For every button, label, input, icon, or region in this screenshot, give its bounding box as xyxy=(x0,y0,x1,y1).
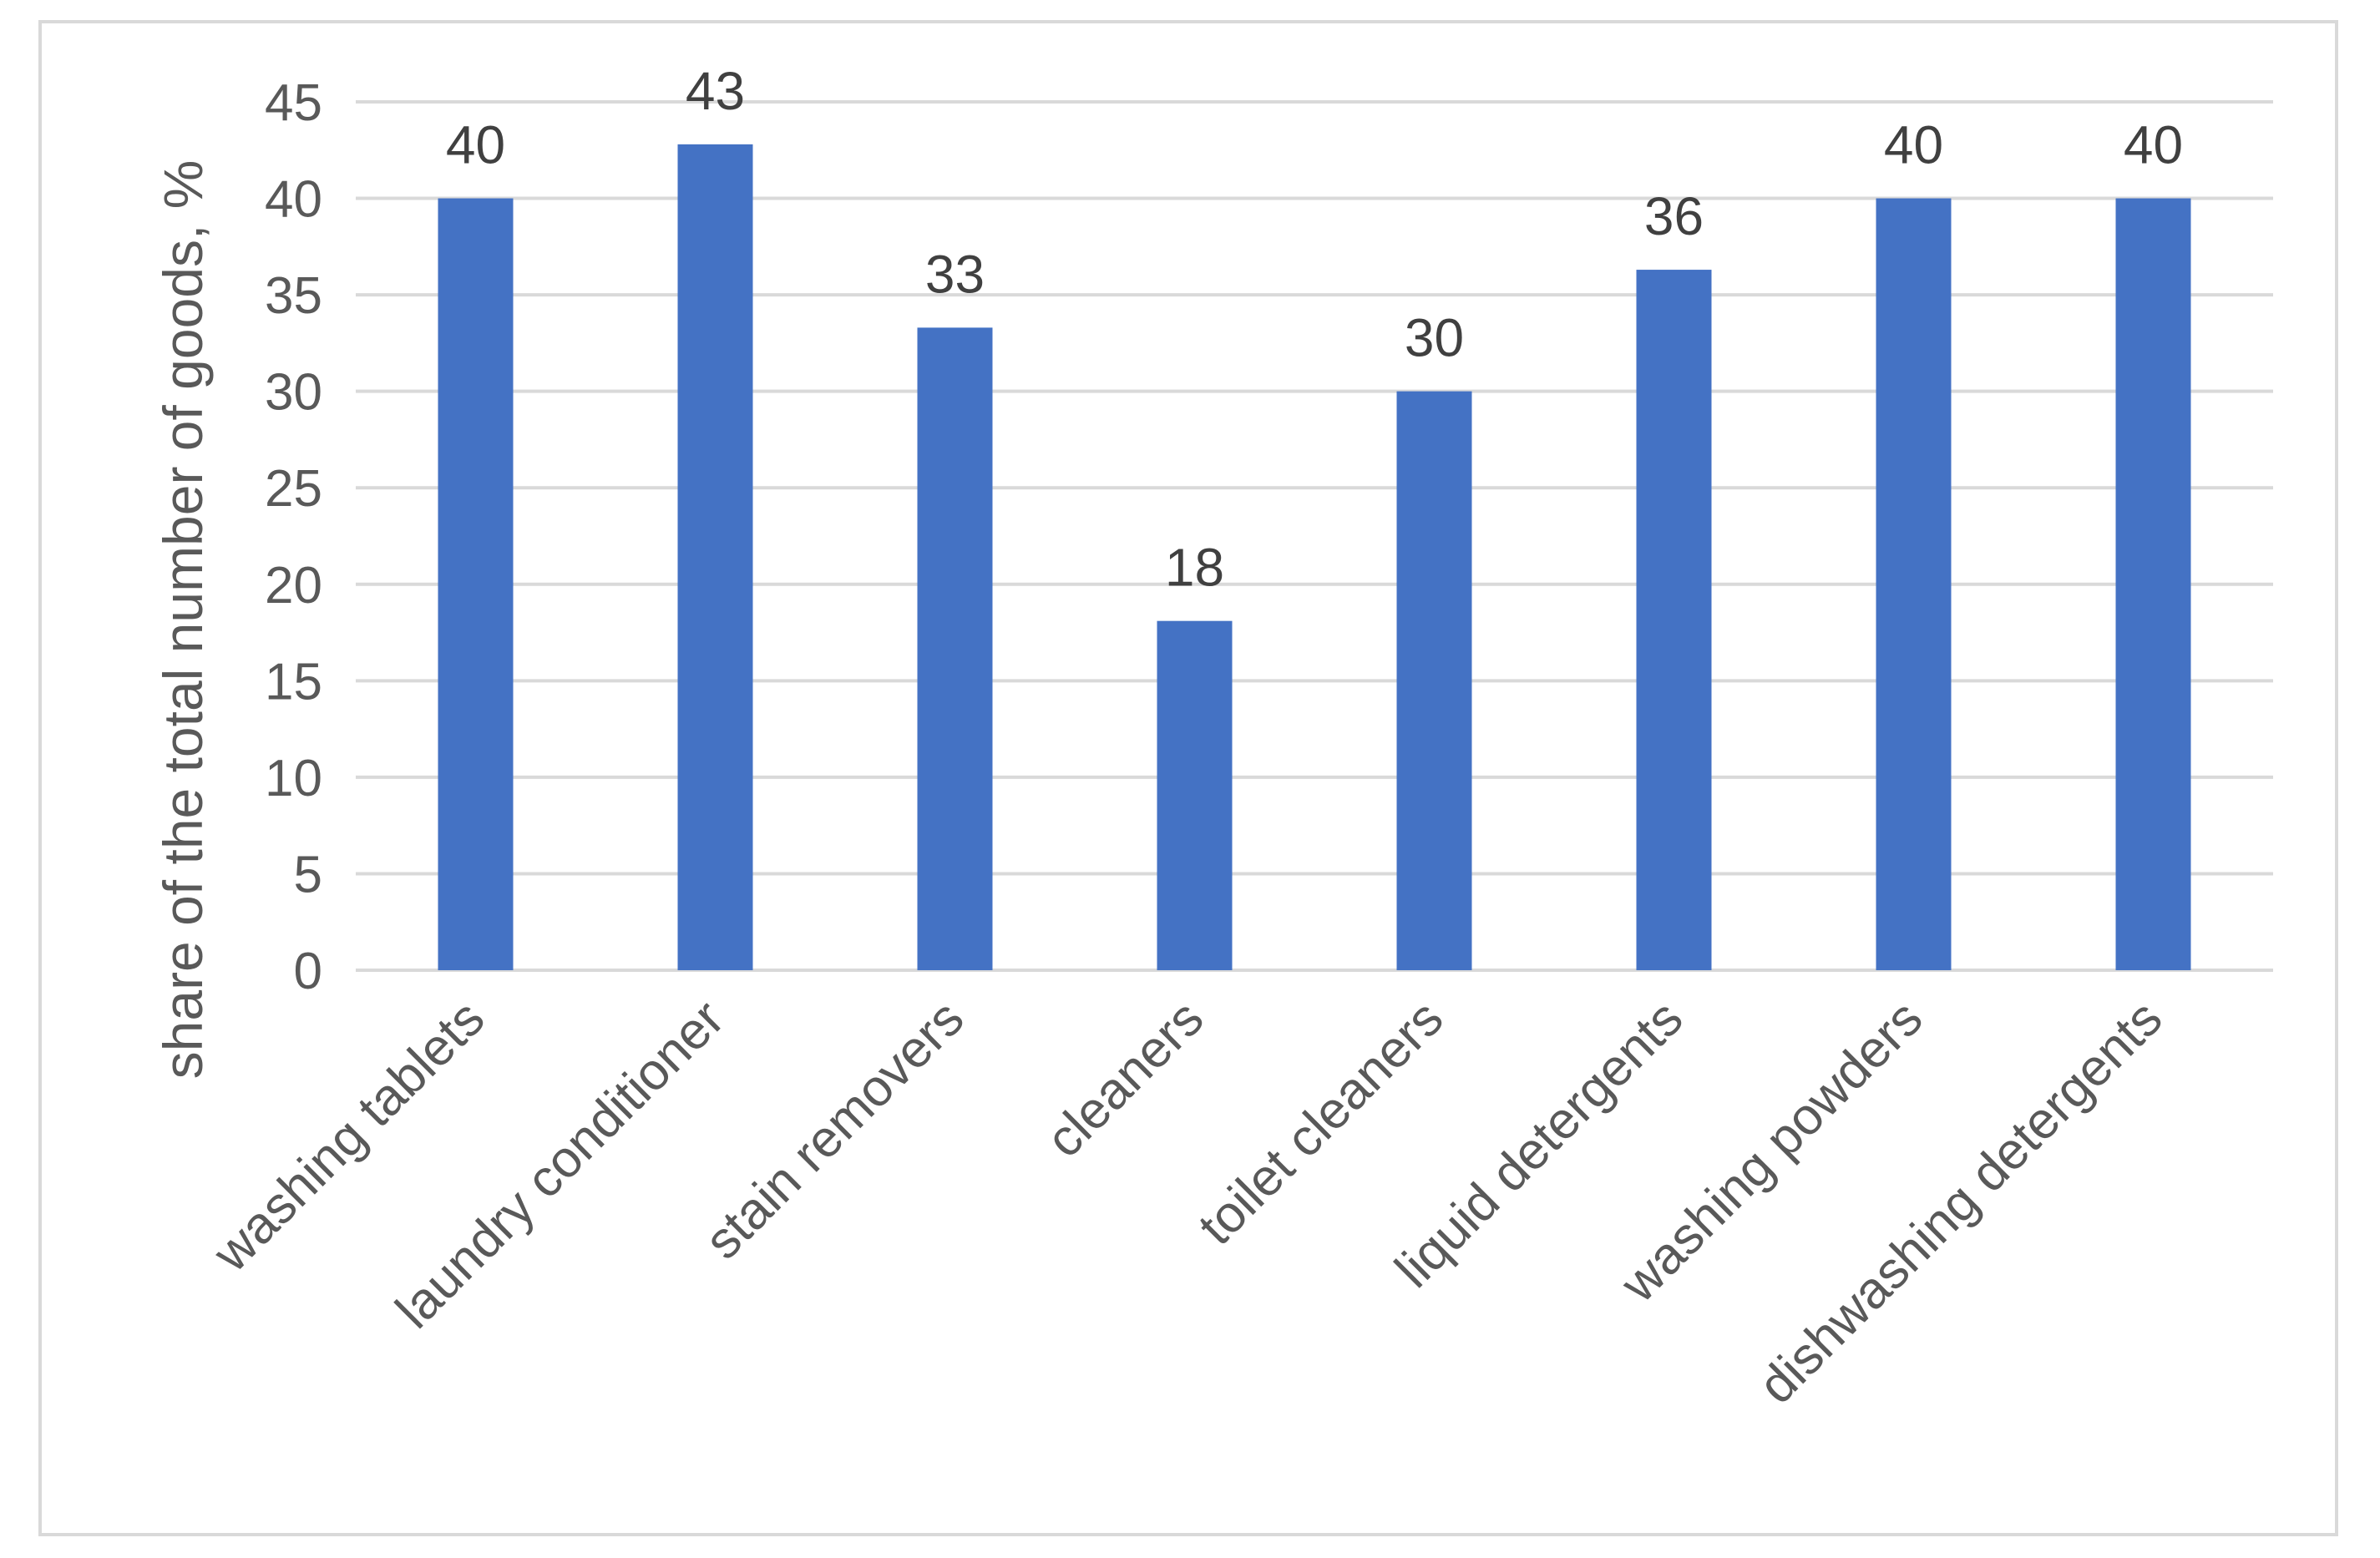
y-tick-label: 5 xyxy=(294,846,322,903)
y-tick-label: 30 xyxy=(265,364,322,422)
x-category-label: cleaners xyxy=(1036,989,1215,1169)
bar xyxy=(677,144,753,970)
data-label: 40 xyxy=(2124,115,2183,175)
data-label: 33 xyxy=(925,244,985,304)
x-category-label: toilet cleaners xyxy=(1187,989,1454,1256)
y-tick-label: 45 xyxy=(265,74,322,132)
data-label: 40 xyxy=(1884,115,1943,175)
y-axis-tick-labels: 0 5 10 15 20 25 30 35 40 45 xyxy=(265,74,322,1000)
bar-chart: 0 5 10 15 20 25 30 35 40 45 washing tabletslaundr… xyxy=(152,61,2273,1415)
bar xyxy=(1396,391,1472,971)
data-label: 30 xyxy=(1405,308,1464,368)
data-label: 43 xyxy=(686,61,745,121)
bar xyxy=(1876,198,1952,971)
bar xyxy=(917,327,993,970)
y-axis-title: share of the total number of goods, % xyxy=(152,160,214,1080)
bars xyxy=(438,144,2191,971)
y-tick-label: 40 xyxy=(265,171,322,229)
y-tick-label: 20 xyxy=(265,557,322,615)
x-category-label: dishwashing detergents xyxy=(1748,989,2173,1414)
bar xyxy=(1636,270,1712,971)
bar xyxy=(1157,620,1233,970)
data-label: 36 xyxy=(1644,186,1704,246)
chart-frame: 0 5 10 15 20 25 30 35 40 45 washing tablets laundr… xyxy=(38,20,2338,1536)
y-tick-label: 35 xyxy=(265,267,322,325)
bar xyxy=(2115,198,2191,971)
y-tick-label: 15 xyxy=(265,653,322,711)
y-tick-label: 10 xyxy=(265,750,322,807)
y-tick-label: 0 xyxy=(294,943,322,1000)
gridlines xyxy=(356,100,2273,972)
data-labels: 40 43 33 18 30 36 40 40 xyxy=(446,61,2183,598)
bar xyxy=(438,198,514,971)
data-label: 18 xyxy=(1165,538,1224,598)
x-category-label: stain removers xyxy=(694,989,975,1270)
y-tick-label: 25 xyxy=(265,460,322,518)
data-label: 40 xyxy=(446,115,505,175)
